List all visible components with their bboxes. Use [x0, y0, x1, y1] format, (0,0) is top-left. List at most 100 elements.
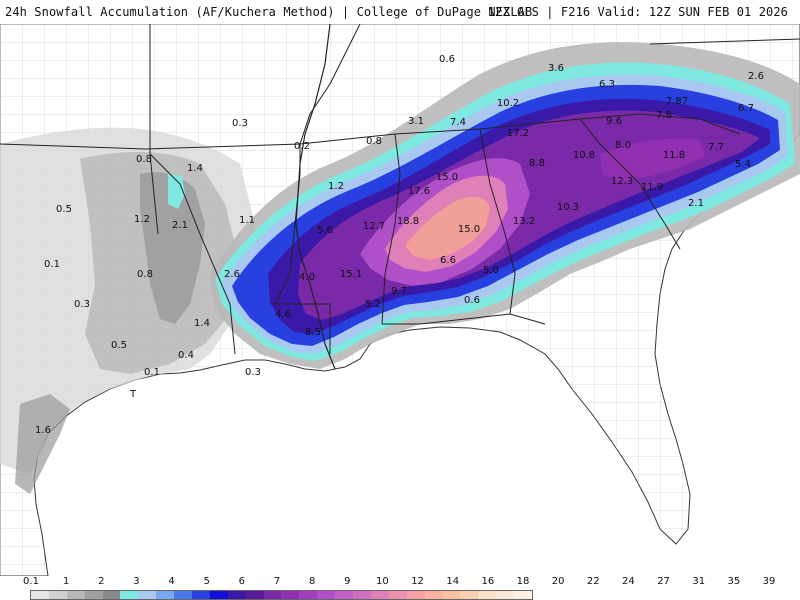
legend: 0.1 1 2 3 4 5 6 7 8 9 10 12 14 16 18 20 22 24 27 31 35 39 [0, 576, 800, 600]
legend-tick-label: 18 [516, 576, 530, 587]
value-label: 11.9 [641, 182, 663, 193]
value-label: 10.8 [573, 150, 595, 161]
value-label: 7.7 [708, 142, 724, 153]
value-label: 0.6 [464, 295, 480, 306]
value-label: 0.4 [178, 350, 194, 361]
legend-tick-label: 22 [586, 576, 600, 587]
legend-tick-label: 0.1 [23, 576, 39, 587]
value-label: 12.3 [611, 176, 633, 187]
value-label: 0.3 [74, 299, 90, 310]
mississippi-river [295, 24, 336, 370]
value-label: 1.4 [187, 163, 203, 174]
legend-swatch [478, 591, 497, 599]
value-label: 3.1 [408, 116, 424, 127]
legend-swatch [102, 591, 121, 599]
value-label: 6.7 [738, 103, 754, 114]
value-label: 3.6 [548, 63, 564, 74]
map-canvas: 0.6 3.6 2.6 6.3 7.87 6.7 10.2 7.8 9.6 8.… [0, 24, 800, 576]
value-label: 5.4 [735, 159, 751, 170]
legend-tick-label: 2 [98, 576, 105, 587]
value-label: 7.8 [656, 110, 672, 121]
legend-swatch [406, 591, 425, 599]
value-label: 0.1 [144, 367, 160, 378]
value-label: 18.8 [397, 216, 419, 227]
legend-swatch [227, 591, 246, 599]
legend-swatch [209, 591, 228, 599]
value-label: 0.5 [56, 204, 72, 215]
value-label: 0.5 [111, 340, 127, 351]
snowfall-map: 0.6 3.6 2.6 6.3 7.87 6.7 10.2 7.8 9.6 8.… [0, 24, 800, 576]
map-header: 24h Snowfall Accumulation (AF/Kuchera Me… [0, 0, 800, 24]
value-label: 5.0 [483, 265, 499, 276]
legend-tick-label: 4 [168, 576, 175, 587]
legend-swatch [281, 591, 300, 599]
legend-swatch [460, 591, 479, 599]
map-title: 24h Snowfall Accumulation (AF/Kuchera Me… [5, 5, 533, 19]
value-label: 17.2 [507, 128, 529, 139]
snow-band-peak [405, 196, 490, 260]
legend-swatch [66, 591, 85, 599]
legend-swatch [299, 591, 318, 599]
legend-tick-label: 31 [692, 576, 706, 587]
value-label: 7.87 [666, 96, 688, 107]
value-label: 6.3 [599, 79, 615, 90]
legend-swatch [245, 591, 264, 599]
legend-swatch [496, 591, 515, 599]
snow-band-east-magenta [600, 138, 705, 182]
value-label: 4.6 [275, 309, 291, 320]
value-label: 15.0 [458, 224, 480, 235]
value-label: 11.8 [663, 150, 685, 161]
legend-swatch [174, 591, 193, 599]
value-label: 8.0 [615, 140, 631, 151]
legend-swatch [192, 591, 210, 599]
value-label: 0.3 [232, 118, 248, 129]
value-label: 15.1 [340, 269, 362, 280]
value-label: 0.2 [294, 141, 310, 152]
value-label: 0.3 [245, 367, 261, 378]
snow-shading-2-3-west [140, 172, 205, 324]
value-label: 0.1 [44, 259, 60, 270]
legend-tick-label: 16 [481, 576, 495, 587]
legend-swatch [263, 591, 282, 599]
value-label: 1.1 [239, 215, 255, 226]
value-label: 9.7 [391, 286, 407, 297]
value-label: 1.4 [194, 318, 210, 329]
value-label: T [129, 389, 137, 400]
value-label: 10.3 [557, 202, 579, 213]
legend-tick-label: 1 [62, 576, 70, 587]
legend-swatch [48, 591, 67, 599]
value-label: 1.6 [35, 425, 51, 436]
legend-tick-label: 35 [727, 576, 741, 587]
legend-swatch [317, 591, 336, 599]
legend-tick-label: 10 [376, 576, 389, 587]
legend-swatch [370, 591, 389, 599]
value-label: 5.6 [317, 225, 333, 236]
value-labels: 0.6 3.6 2.6 6.3 7.87 6.7 10.2 7.8 9.6 8.… [35, 54, 764, 436]
legend-tick-label: 3 [133, 576, 140, 587]
legend-swatch [120, 591, 139, 599]
value-label: 12.7 [363, 221, 385, 232]
model-valid-time: 12Z GFS | F216 Valid: 12Z SUN FEB 01 202… [487, 5, 788, 19]
snow-shading-coastal-tx [15, 394, 70, 494]
legend-color-bar [30, 590, 533, 600]
value-label: 2.6 [224, 269, 240, 280]
legend-tick-label: 9 [344, 576, 351, 587]
value-label: 1.2 [328, 181, 344, 192]
value-label: 10.2 [497, 98, 519, 109]
legend-swatch [424, 591, 443, 599]
value-label: 4.0 [299, 272, 315, 283]
legend-swatch [335, 591, 354, 599]
legend-tick-label: 20 [551, 576, 565, 587]
legend-swatch [156, 591, 175, 599]
value-label: 0.8 [137, 269, 153, 280]
value-label: 9.6 [606, 116, 622, 127]
legend-swatch [353, 591, 371, 599]
snow-spot-cyan [168, 174, 185, 209]
value-label: 17.6 [408, 186, 430, 197]
value-label: 0.8 [366, 136, 382, 147]
legend-swatch [138, 591, 157, 599]
legend-tick-label: 14 [446, 576, 460, 587]
legend-tick-label: 27 [657, 576, 670, 587]
legend-swatch [31, 591, 49, 599]
value-label: 7.4 [450, 117, 466, 128]
